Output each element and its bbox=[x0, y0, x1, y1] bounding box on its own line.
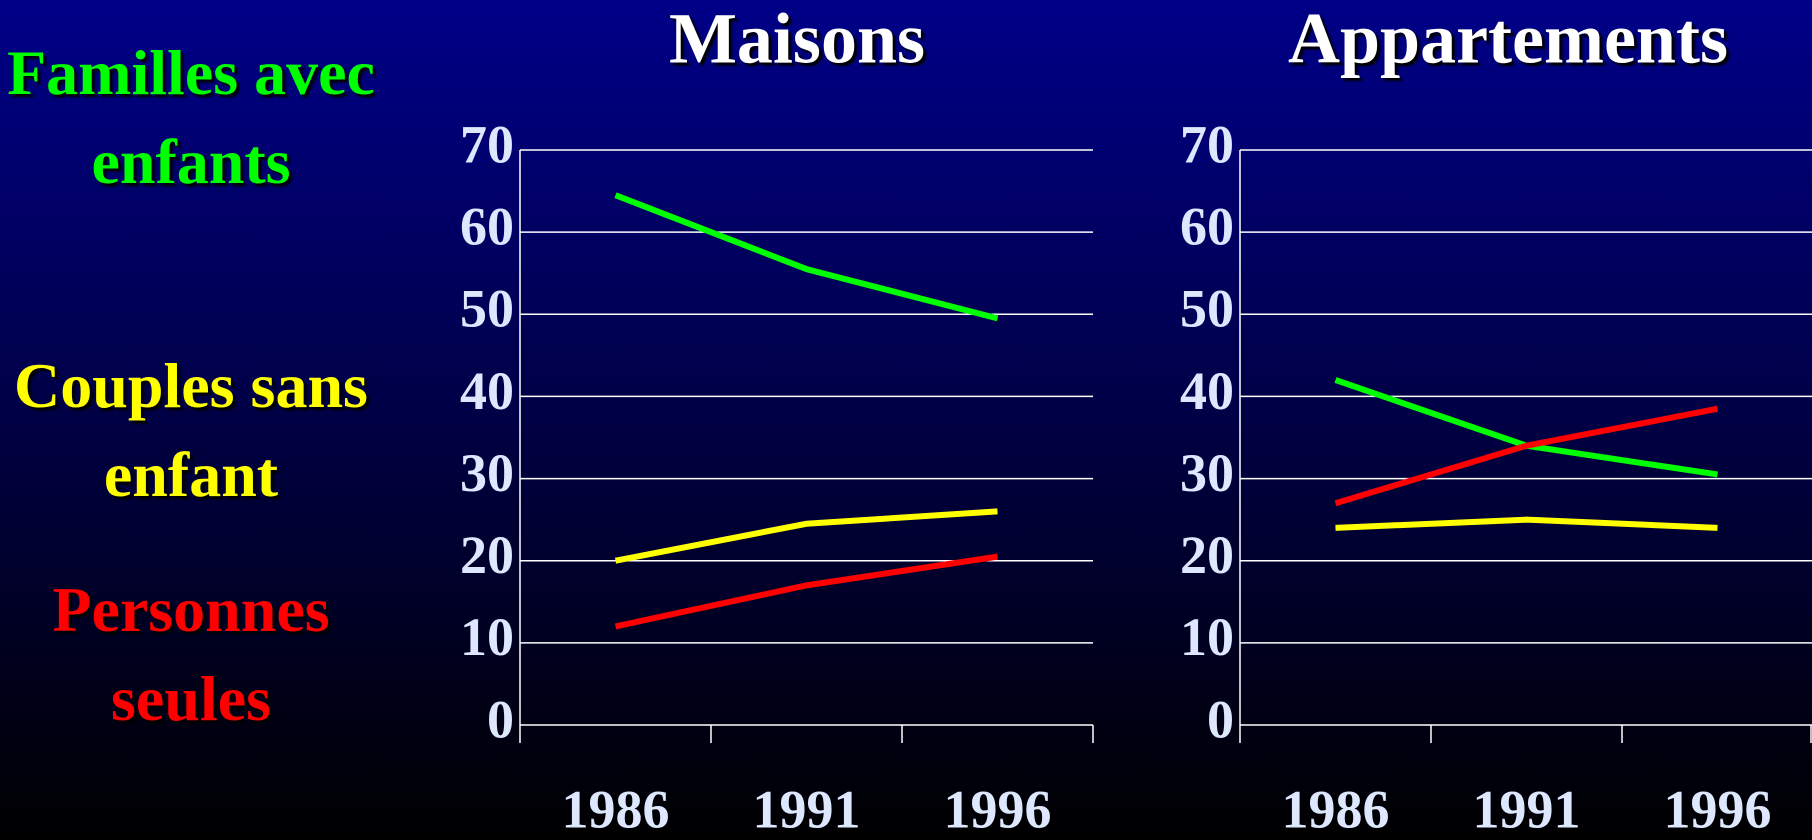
series-line bbox=[614, 508, 998, 564]
x-tick-label: 1986 bbox=[562, 779, 670, 839]
x-tick-label: 1996 bbox=[1664, 779, 1772, 839]
y-tick-label: 30 bbox=[460, 443, 514, 503]
y-tick-label: 70 bbox=[460, 114, 514, 174]
series-line bbox=[614, 553, 998, 630]
x-tick-label: 1991 bbox=[753, 779, 861, 839]
legend-entry: Personnes seules bbox=[52, 574, 330, 734]
x-tick-label: 1986 bbox=[1282, 779, 1390, 839]
x-tick-label: 1991 bbox=[1473, 779, 1581, 839]
y-tick-label: 10 bbox=[1180, 607, 1234, 667]
series-line bbox=[1335, 516, 1718, 531]
chart-title: Appartements bbox=[1288, 0, 1728, 79]
series-line bbox=[614, 192, 999, 322]
x-tick-label: 1996 bbox=[944, 779, 1052, 839]
series-line bbox=[1334, 377, 1718, 478]
y-tick-label: 70 bbox=[1180, 114, 1234, 174]
chart-title: Maisons bbox=[669, 0, 925, 79]
legend-entry: Couples sans enfant bbox=[14, 350, 368, 510]
series-line bbox=[1334, 405, 1719, 507]
y-tick-label: 40 bbox=[460, 361, 514, 421]
y-tick-label: 20 bbox=[460, 525, 514, 585]
y-tick-label: 60 bbox=[1180, 197, 1234, 257]
y-tick-label: 50 bbox=[460, 279, 514, 339]
y-tick-label: 20 bbox=[1180, 525, 1234, 585]
legend-entry: Familles avec enfants bbox=[7, 37, 375, 197]
y-tick-label: 0 bbox=[1207, 689, 1234, 749]
y-tick-label: 30 bbox=[1180, 443, 1234, 503]
y-tick-label: 10 bbox=[460, 607, 514, 667]
y-tick-label: 60 bbox=[460, 197, 514, 257]
y-tick-label: 50 bbox=[1180, 279, 1234, 339]
y-tick-label: 0 bbox=[487, 689, 514, 749]
y-tick-label: 40 bbox=[1180, 361, 1234, 421]
